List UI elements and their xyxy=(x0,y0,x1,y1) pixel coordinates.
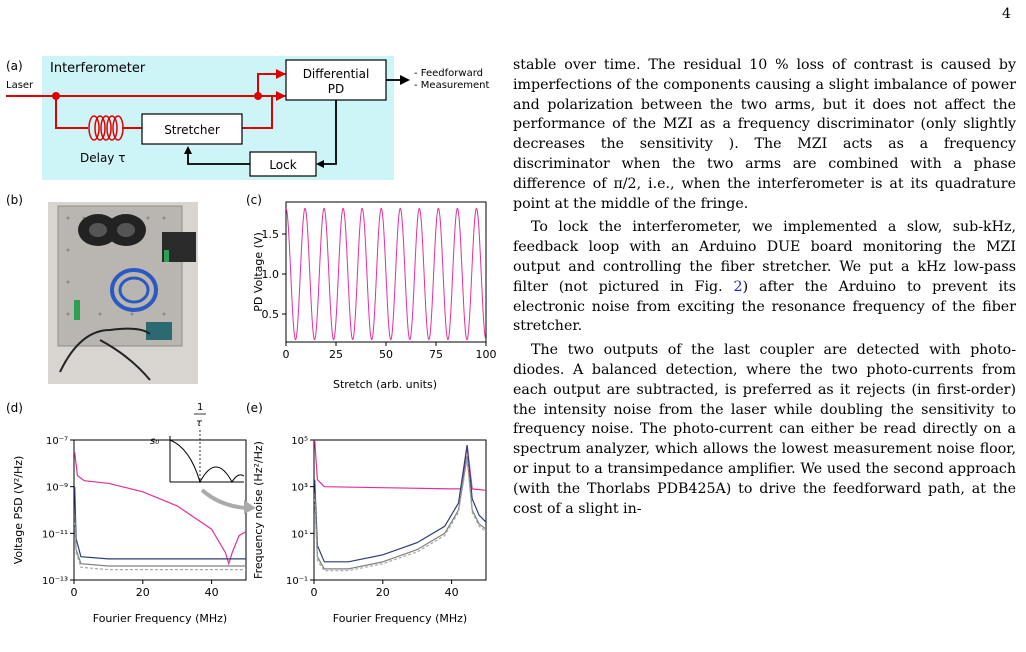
inset-one-label: 1 xyxy=(197,402,203,413)
lock-box xyxy=(249,151,317,177)
chart-d-series-1 xyxy=(74,486,246,560)
panel-d-label: (d) xyxy=(6,401,23,415)
electrical-paths xyxy=(187,79,402,165)
chart-e-ytick-label: 10⁵ xyxy=(291,436,308,447)
panel-c-label: (c) xyxy=(246,193,262,207)
chart-d-ytick-label: 10⁻⁷ xyxy=(46,436,68,447)
inset-s0-label: s₀ xyxy=(150,436,159,447)
lock-label: Lock xyxy=(269,158,296,172)
paragraph-1: stable over time. The residual 10 % loss… xyxy=(513,57,1016,212)
paragraph-2-part-b: ) after the Arduino to prevent its elect… xyxy=(513,278,1016,335)
panel-a-label: (a) xyxy=(6,59,23,73)
chart-e-ytick-label: 10⁻¹ xyxy=(286,576,308,587)
setup-photo xyxy=(48,202,198,384)
sinc-inset: s₀ 1 τ xyxy=(150,402,256,514)
chart-d-ytick-label: 10⁻⁹ xyxy=(46,483,68,494)
chart-c-xtick-label: 50 xyxy=(379,348,393,361)
figure-ref-link[interactable]: 2 xyxy=(733,278,743,295)
chart-d-ylabel: Voltage PSD (V²/Hz) xyxy=(12,456,25,565)
arrow-stretcher xyxy=(184,146,192,154)
chart-c: 0 25 50 75 100 0.5 1.0 1.5 Stretch (arb. units… xyxy=(252,201,497,391)
stretcher-box xyxy=(141,113,243,145)
chart-e-series-0 xyxy=(314,439,487,491)
output-feedforward: - Feedforward xyxy=(414,68,483,79)
chart-d-xtick-label: 0 xyxy=(71,586,78,599)
chart-e-ytick-label: 10³ xyxy=(291,483,308,494)
laser-label: Laser xyxy=(6,80,34,91)
delay-coil-icon xyxy=(88,115,124,141)
chart-c-ytick-label: 1.5 xyxy=(262,228,280,241)
pd-label-line2: PD xyxy=(328,82,344,96)
chart-e-xtick-label: 20 xyxy=(376,586,390,599)
chart-e-xlabel: Fourier Frequency (MHz) xyxy=(333,612,467,625)
arrow-pd-upper xyxy=(276,69,286,79)
paragraph-3: The two outputs of the last coupler are … xyxy=(513,342,1016,517)
chart-c-xtick-label: 25 xyxy=(329,348,343,361)
chart-e-ytick-label: 10¹ xyxy=(291,529,308,540)
chart-e-series-3 xyxy=(314,459,487,572)
pd-label-line1: Differential xyxy=(303,67,370,81)
chart-c-xtick-label: 100 xyxy=(476,348,497,361)
chart-d: 0 20 40 10⁻¹³ 10⁻¹¹ 10⁻⁹ 10⁻⁷ Fourier Frequen… xyxy=(12,402,256,625)
chart-e-ylabel: Frequency noise (Hz²/Hz) xyxy=(252,441,265,579)
chart-d-ytick-label: 10⁻¹³ xyxy=(42,576,68,587)
chart-d-xlabel: Fourier Frequency (MHz) xyxy=(93,612,227,625)
chart-d-ytick-label: 10⁻¹¹ xyxy=(42,529,68,540)
panel-b-label: (b) xyxy=(6,193,23,207)
delay-label: Delay τ xyxy=(80,151,125,165)
chart-c-xtick-label: 0 xyxy=(283,348,290,361)
chart-e-series-1 xyxy=(314,445,487,563)
splitter-node xyxy=(52,92,60,100)
chart-e: 0 20 40 10⁻¹ 10¹ 10³ 10⁵ Fourier Frequency (M… xyxy=(252,436,487,625)
arrow-output xyxy=(400,75,410,85)
paragraph-2: To lock the interferometer, we implement… xyxy=(513,218,1016,337)
chart-d-series-3 xyxy=(74,522,246,571)
chart-c-xlabel: Stretch (arb. units) xyxy=(333,378,437,391)
page-number: 4 xyxy=(1002,6,1011,22)
stretcher-label: Stretcher xyxy=(164,123,220,137)
chart-d-xtick-label: 40 xyxy=(205,586,219,599)
chart-c-series-line xyxy=(285,207,487,341)
figure: (a) Interferometer Laser Delay τ Stretch… xyxy=(6,56,497,625)
interferometer-title: Interferometer xyxy=(50,61,146,76)
arrow-lock xyxy=(316,160,324,168)
chart-e-series-2 xyxy=(314,456,487,570)
paragraph-2-part-a: To lock the interferometer, we implement… xyxy=(513,219,1016,295)
chart-c-ylabel: PD Voltage (V) xyxy=(252,232,265,311)
chart-c-xtick-label: 75 xyxy=(429,348,443,361)
arrow-pd-lower xyxy=(276,91,286,101)
chart-c-ytick-label: 0.5 xyxy=(262,308,280,321)
inset-tau-label: τ xyxy=(196,418,203,429)
chart-e-xtick-label: 0 xyxy=(311,586,318,599)
chart-d-series-0 xyxy=(74,452,247,566)
output-measurement: - Measurement xyxy=(414,80,490,91)
chart-c-ytick-label: 1.0 xyxy=(262,268,280,281)
body-text: stable over time. The residual 10 % loss… xyxy=(513,56,1016,523)
panel-e-label: (e) xyxy=(246,401,263,415)
coupler-node xyxy=(254,92,262,100)
chart-e-xtick-label: 40 xyxy=(445,586,459,599)
chart-e-frame xyxy=(313,439,487,581)
chart-d-xtick-label: 20 xyxy=(136,586,150,599)
